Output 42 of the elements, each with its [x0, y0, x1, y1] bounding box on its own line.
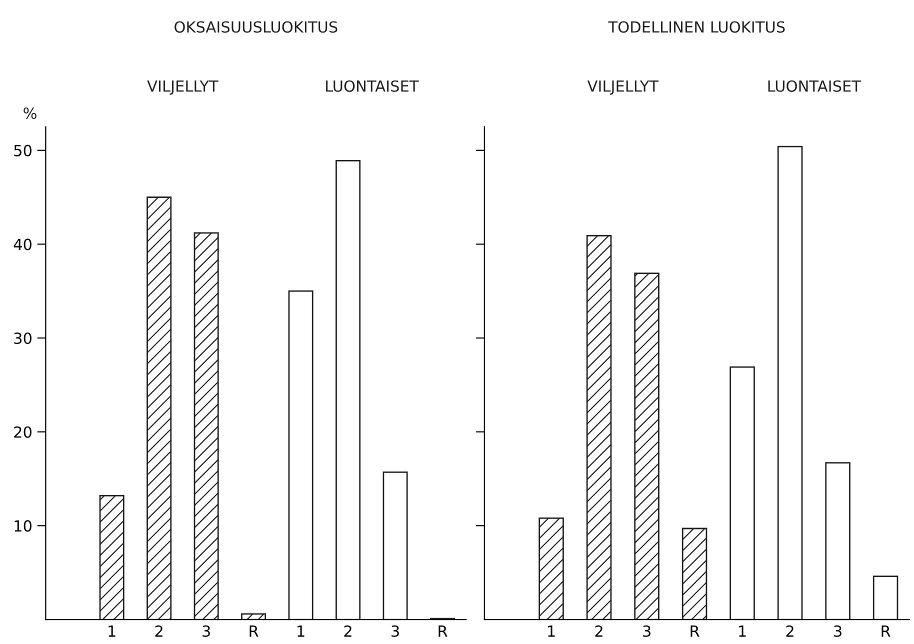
text: LUONTAISET: [768, 80, 862, 92]
x-tick-label: 2: [344, 625, 352, 637]
chart-title: TODELLINEN LUOKITUS: [608, 21, 785, 33]
x-tick-label: 1: [739, 626, 746, 637]
x-tick-label: 3: [643, 625, 650, 637]
y-tick-label: 50: [14, 144, 32, 156]
bar: [730, 366, 755, 620]
bar: [634, 272, 660, 620]
x-tick-label: 2: [786, 625, 794, 637]
x-tick-label: 3: [392, 625, 399, 637]
bar: [146, 196, 172, 620]
x-tick-label: R: [882, 626, 890, 637]
x-tick-label: 3: [202, 625, 210, 637]
text: VILJELLYT: [147, 80, 218, 95]
bar: [336, 160, 361, 620]
x-tick-label: R: [250, 626, 258, 637]
bar: [825, 462, 850, 620]
y-tick-label: 30: [14, 332, 32, 344]
bar: [777, 146, 803, 620]
x-tick-label: R: [438, 626, 448, 637]
x-tick-label: 2: [595, 625, 602, 637]
bar: [288, 290, 314, 620]
text: VILJELLYT: [587, 80, 659, 95]
x-tick-label: 2: [155, 625, 162, 637]
chart-title: OKSAISUUSLUOKITUS: [174, 21, 338, 33]
bar: [382, 472, 408, 620]
bar: [538, 517, 564, 620]
x-tick-label: 1: [298, 626, 304, 637]
bar: [586, 235, 612, 620]
bar: [682, 528, 708, 620]
bar: [99, 494, 124, 620]
y-axis-title: %: [24, 107, 36, 119]
x-tick-label: R: [690, 626, 700, 637]
x-tick-label: 3: [834, 625, 842, 637]
y-tick-label: 10: [14, 520, 32, 532]
x-tick-label: 1: [548, 626, 555, 637]
y-tick-label: 20: [14, 426, 32, 438]
bar: [241, 613, 266, 620]
x-tick-label: 1: [108, 626, 116, 637]
text: LUONTAISET: [326, 80, 419, 92]
bar: [194, 232, 219, 620]
y-tick-label: 40: [14, 238, 32, 250]
